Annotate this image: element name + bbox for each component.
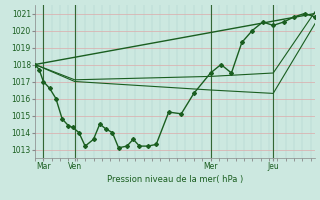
X-axis label: Pression niveau de la mer( hPa ): Pression niveau de la mer( hPa ) bbox=[107, 175, 243, 184]
